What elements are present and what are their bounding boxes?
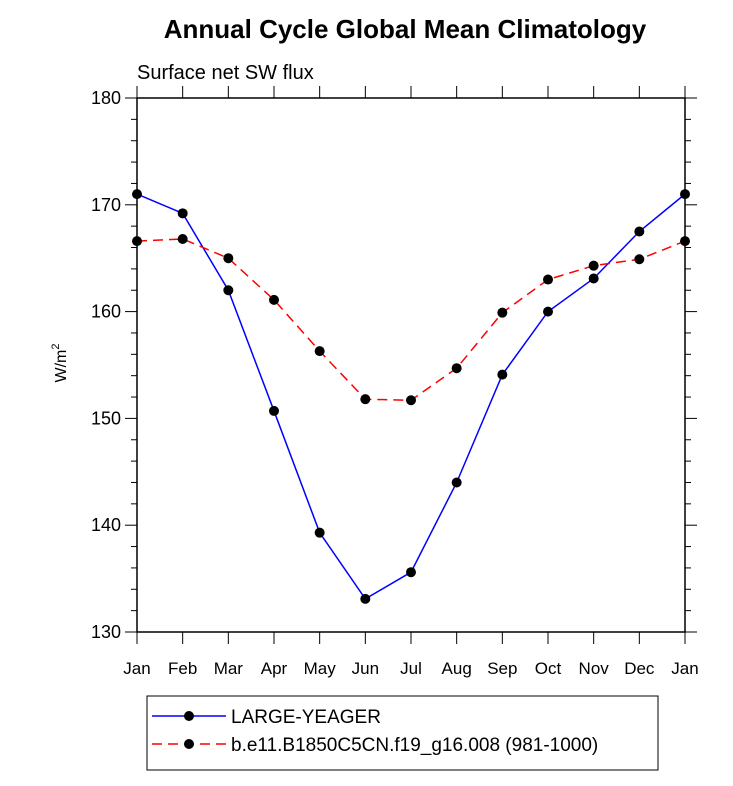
x-tick-label: Jan bbox=[671, 659, 698, 678]
y-tick-label: 160 bbox=[91, 302, 121, 322]
y-axis-label-unit: W/m bbox=[53, 350, 70, 383]
data-point bbox=[360, 593, 371, 604]
data-point bbox=[406, 567, 416, 578]
legend-item-2: b.e11.B1850C5CN.f19_g16.008 (981-1000) bbox=[152, 735, 598, 756]
x-tick-label: Sep bbox=[487, 659, 517, 678]
y-tick-label: 180 bbox=[91, 88, 121, 108]
y-tick-label: 170 bbox=[91, 195, 121, 215]
data-point bbox=[314, 527, 325, 538]
data-point bbox=[269, 405, 279, 416]
data-point bbox=[543, 274, 553, 285]
series-line bbox=[136, 238, 686, 401]
legend-marker bbox=[184, 739, 194, 749]
data-point bbox=[269, 294, 279, 305]
x-tick-label: Oct bbox=[535, 659, 562, 678]
x-tick-labels: Jan Feb Mar Apr May Jun Jul Aug Sep Oct Nov Dec Jan bbox=[123, 659, 698, 678]
x-tick-label: Apr bbox=[261, 659, 288, 678]
legend: LARGE-YEAGER b.e11.B1850C5CN.f19_g16.008 … bbox=[152, 707, 598, 756]
series-1 bbox=[132, 189, 690, 604]
x-tick-label: Aug bbox=[442, 659, 472, 678]
chart-subtitle: Surface net SW flux bbox=[137, 62, 314, 84]
x-tick-label: Mar bbox=[214, 659, 244, 678]
x-tick-label: Jun bbox=[352, 659, 379, 678]
series-2 bbox=[132, 233, 690, 406]
legend-item-1: LARGE-YEAGER bbox=[152, 707, 381, 728]
data-point bbox=[451, 363, 462, 374]
legend-box bbox=[146, 695, 659, 771]
data-point bbox=[177, 233, 188, 244]
data-point bbox=[497, 369, 508, 380]
legend-label: b.e11.B1850C5CN.f19_g16.008 (981-1000) bbox=[231, 735, 598, 756]
x-tick-label: Dec bbox=[624, 659, 655, 678]
series-layer bbox=[132, 189, 690, 604]
x-tick-label: Nov bbox=[579, 659, 610, 678]
data-point bbox=[588, 273, 599, 284]
x-tick-label: Jul bbox=[400, 659, 422, 678]
y-axis-label: W/m2 bbox=[50, 344, 70, 383]
y-axis-label-exponent: 2 bbox=[50, 344, 62, 350]
data-point bbox=[406, 395, 416, 406]
x-tick-label: May bbox=[304, 659, 337, 678]
data-point bbox=[223, 253, 234, 264]
y-tick-label: 150 bbox=[91, 408, 121, 428]
data-point bbox=[497, 307, 508, 318]
data-point bbox=[588, 260, 599, 271]
y-tick-labels: 130 140 150 160 170 180 bbox=[91, 88, 121, 642]
x-tick-label: Feb bbox=[168, 659, 197, 678]
data-point bbox=[543, 306, 553, 317]
data-point bbox=[634, 254, 645, 265]
legend-label: LARGE-YEAGER bbox=[231, 707, 381, 728]
plot-frame bbox=[136, 97, 686, 633]
data-point bbox=[314, 346, 325, 357]
data-point bbox=[634, 226, 645, 237]
y-tick-label: 140 bbox=[91, 515, 121, 535]
axis-ticks bbox=[125, 86, 697, 644]
y-tick-label: 130 bbox=[91, 622, 121, 642]
legend-marker bbox=[184, 711, 194, 721]
data-point bbox=[177, 208, 188, 219]
x-tick-label: Jan bbox=[123, 659, 150, 678]
chart-title: Annual Cycle Global Mean Climatology bbox=[163, 14, 647, 44]
data-point bbox=[451, 477, 462, 488]
data-point bbox=[360, 394, 371, 405]
data-point bbox=[223, 285, 234, 296]
